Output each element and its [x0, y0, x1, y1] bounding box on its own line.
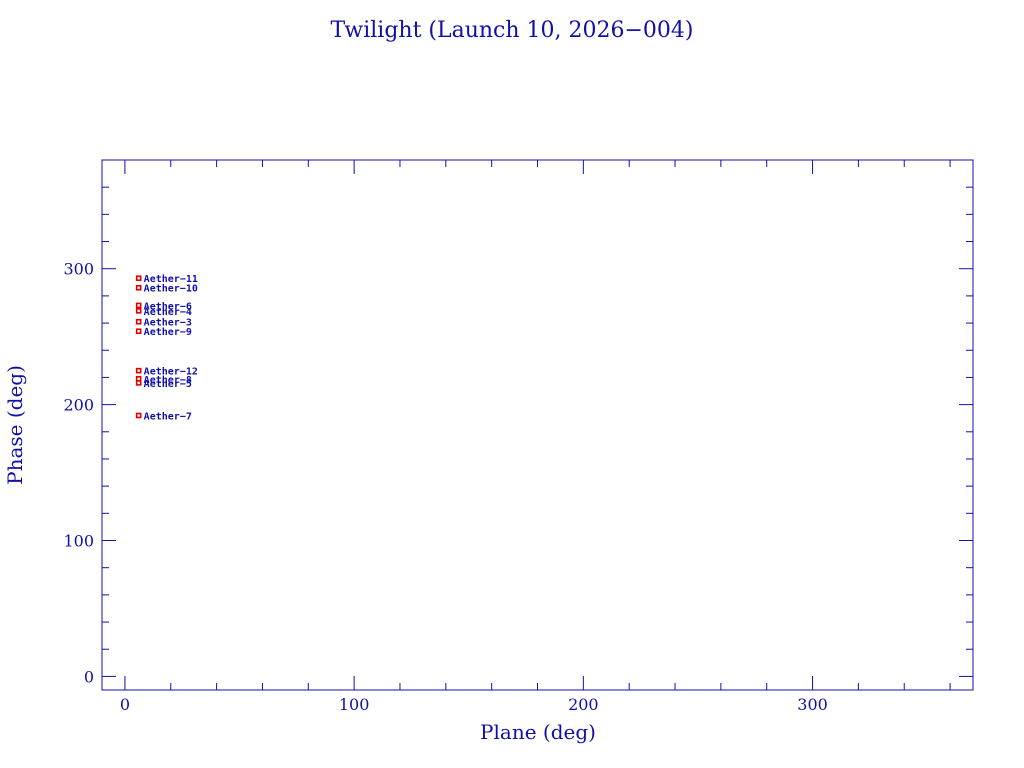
axis-ticks	[102, 159, 973, 690]
y-tick-label: 0	[84, 667, 94, 686]
data-point-label: Aether−6	[144, 301, 192, 312]
axis-tick-labels: 0 100 200 300 0 100 200 300	[63, 260, 827, 714]
data-point-marker	[135, 308, 142, 314]
y-axis-label: Phase (deg)	[3, 365, 27, 485]
data-point-label: Aether−3	[144, 318, 192, 329]
data-point-marker	[135, 318, 142, 325]
data-point-marker	[135, 367, 142, 374]
y-tick-label: 200	[63, 396, 94, 415]
data-point-marker	[135, 284, 142, 291]
x-tick-label: 200	[568, 695, 599, 714]
data-point-label: Aether−12	[144, 367, 198, 378]
data-point-marker	[135, 412, 142, 419]
data-point-marker	[135, 380, 142, 386]
y-tick-label: 100	[63, 532, 94, 551]
data-point-marker	[135, 302, 142, 309]
data-points: Aether−11Aether−10Aether−6Aether−4Aether…	[135, 274, 198, 422]
data-point-label: Aether−7	[144, 411, 192, 422]
chart-title: Twilight (Launch 10, 2026−004)	[330, 18, 693, 43]
data-point-label: Aether−5	[144, 379, 192, 390]
data-point-label: Aether−11	[144, 274, 198, 285]
x-tick-label: 0	[120, 695, 130, 714]
data-point-label: Aether−10	[144, 284, 198, 295]
data-point-marker	[135, 275, 142, 282]
x-tick-label: 300	[797, 695, 828, 714]
data-point-label: Aether−4	[144, 307, 192, 318]
x-axis-label: Plane (deg)	[480, 720, 596, 744]
data-point-label: Aether−8	[144, 375, 192, 386]
x-tick-label: 100	[339, 695, 370, 714]
data-point-marker	[135, 328, 142, 335]
data-point-label: Aether−9	[144, 327, 192, 338]
plot-frame	[101, 159, 974, 691]
y-tick-label: 300	[63, 260, 94, 279]
